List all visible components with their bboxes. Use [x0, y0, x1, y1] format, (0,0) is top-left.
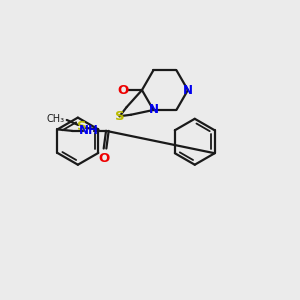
Text: N: N [183, 84, 193, 97]
Text: O: O [117, 84, 128, 97]
Text: CH₃: CH₃ [46, 114, 64, 124]
Text: O: O [98, 152, 109, 165]
Text: NH: NH [78, 124, 98, 137]
Text: N: N [148, 103, 158, 116]
Text: S: S [77, 120, 87, 133]
Text: S: S [115, 110, 124, 123]
